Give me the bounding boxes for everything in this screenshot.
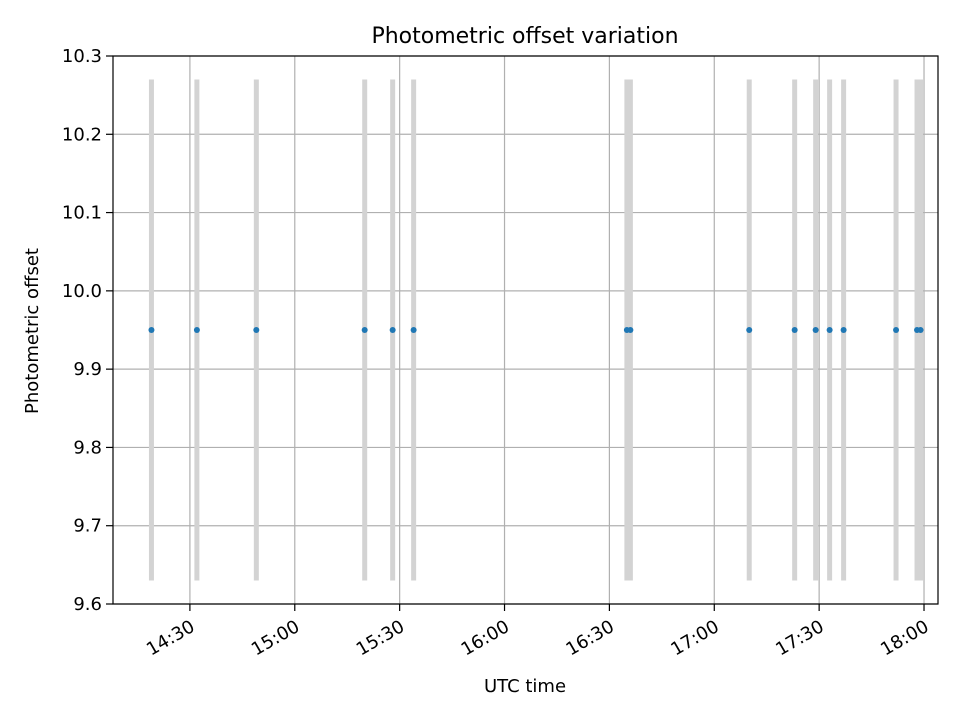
data-points [148, 327, 924, 333]
data-point [826, 327, 833, 333]
y-tick-label: 9.7 [73, 516, 102, 537]
data-point [791, 327, 798, 333]
plot-frame [112, 55, 939, 605]
y-tick-label: 9.6 [73, 594, 102, 615]
y-tick-label: 10.1 [62, 203, 102, 224]
y-tick-label: 9.9 [73, 359, 102, 380]
data-point [812, 327, 819, 333]
data-point [253, 327, 260, 333]
data-point [361, 327, 368, 333]
x-axis-label: UTC time [484, 676, 566, 697]
data-point [410, 327, 417, 333]
chart-title: Photometric offset variation [371, 24, 678, 49]
y-tick-label: 9.8 [73, 437, 102, 458]
data-point [627, 327, 634, 333]
data-point [893, 327, 900, 333]
data-point [840, 327, 847, 333]
data-point [148, 327, 155, 333]
y-tick-label: 10.2 [62, 124, 102, 145]
y-axis-label: Photometric offset [22, 248, 43, 414]
data-point [917, 327, 924, 333]
data-point [746, 327, 753, 333]
y-tick-label: 10.0 [62, 281, 102, 302]
data-point [193, 327, 200, 333]
y-tick-label: 10.3 [62, 46, 102, 67]
data-point [389, 327, 396, 333]
